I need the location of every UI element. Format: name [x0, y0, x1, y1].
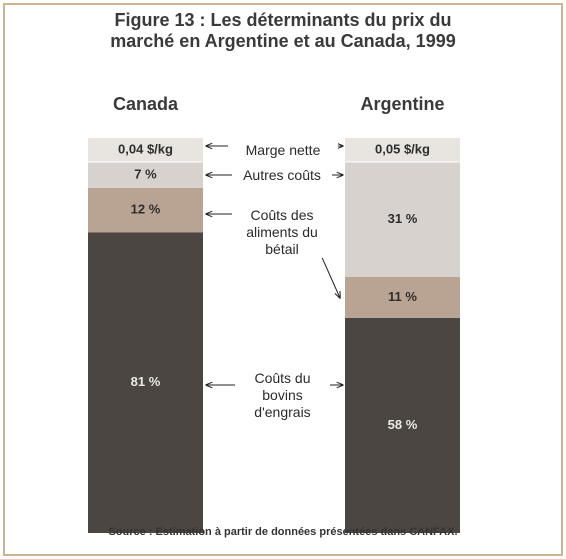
legend-label: Coûts des aliments du bétail	[232, 207, 332, 258]
value-label: 31 %	[388, 211, 418, 226]
legend-label: Marge nette	[228, 142, 338, 159]
category-label: Canada	[113, 94, 179, 114]
legend-label: Coûts du bovins d'engrais	[235, 370, 330, 421]
value-label: 81 %	[131, 374, 161, 389]
chart-title: Figure 13 : Les déterminants du prix du …	[110, 10, 456, 51]
value-label: 11 %	[388, 289, 417, 304]
bar-segment	[88, 162, 203, 188]
margin-label: 0,04 $/kg	[118, 141, 173, 156]
bar-segment	[345, 277, 460, 318]
margin-segment	[345, 138, 460, 162]
value-label: 7 %	[134, 166, 157, 181]
category-label: Argentine	[360, 94, 444, 114]
value-label: 12 %	[131, 202, 161, 217]
legend-label: Autres coûts	[232, 167, 332, 184]
value-label: 58 %	[388, 417, 418, 432]
margin-label: 0,05 $/kg	[375, 141, 430, 156]
bar-segment	[345, 162, 460, 278]
bar-segment	[345, 317, 460, 533]
margin-segment	[88, 138, 203, 162]
bar-segment	[88, 232, 203, 534]
source: Source : Estimation à partir de données …	[108, 526, 458, 538]
bar-segment	[88, 187, 203, 233]
